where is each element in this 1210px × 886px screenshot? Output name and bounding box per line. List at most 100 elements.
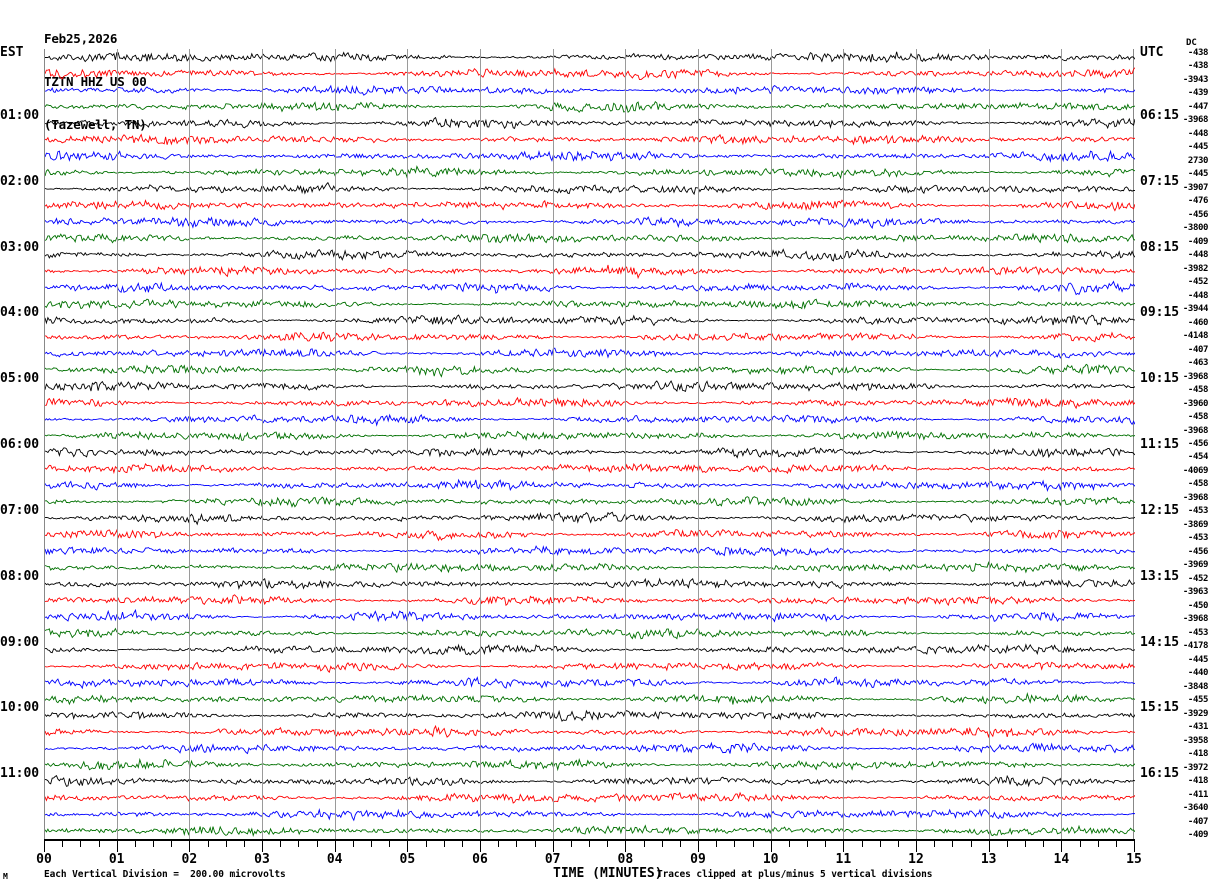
seismic-trace: [45, 463, 1135, 475]
x-tick-minor: [952, 839, 954, 847]
grid-line-minute-1: [116, 49, 118, 839]
dc-value: -445: [1187, 169, 1208, 180]
seismic-trace: [45, 314, 1135, 327]
dc-value: -418: [1187, 776, 1208, 787]
seismic-trace: [45, 133, 1135, 146]
seismic-trace: [45, 413, 1135, 427]
grid-line-minute-2: [189, 49, 191, 839]
x-label-09: 09: [690, 852, 706, 867]
dc-value: -4178: [1182, 641, 1208, 652]
grid-line-minute-7: [552, 49, 554, 839]
dc-value: -452: [1187, 573, 1208, 584]
grid-line-minute-8: [625, 49, 627, 839]
est-tick-1100: 11:00: [0, 766, 40, 782]
header-date: Feb25,2026: [44, 31, 118, 47]
dc-value: -453: [1187, 506, 1208, 517]
x-label-02: 02: [181, 852, 198, 867]
x-label-13: 13: [980, 852, 997, 867]
seismic-trace: [45, 216, 1135, 229]
est-tick-0900: 09:00: [0, 634, 40, 650]
x-tick-minor: [461, 839, 463, 847]
seismic-trace: [45, 741, 1135, 755]
utc-tick-0915: 09:15: [1140, 305, 1180, 321]
dc-value: -3972: [1182, 762, 1208, 773]
dc-value: -460: [1187, 317, 1208, 328]
seismic-trace: [45, 691, 1135, 706]
dc-value: -3944: [1182, 304, 1208, 315]
dc-value: -448: [1187, 250, 1208, 261]
dc-value: -448: [1187, 128, 1208, 139]
utc-tick-1615: 16:15: [1140, 766, 1180, 782]
dc-value: -455: [1187, 695, 1208, 706]
est-tick-0500: 05:00: [0, 371, 40, 387]
seismic-trace: [45, 661, 1135, 674]
utc-tick-1515: 15:15: [1140, 700, 1180, 716]
seismic-trace: [45, 774, 1135, 788]
x-tick-minor: [752, 839, 754, 847]
dc-value: -409: [1187, 236, 1208, 247]
seismic-trace: [45, 199, 1135, 212]
est-tick-0400: 04:00: [0, 305, 40, 321]
dc-value: -439: [1187, 88, 1208, 99]
axis-label-est: EST: [0, 45, 24, 60]
clip-note: Traces clipped at plus/minus 5 vertical …: [657, 869, 933, 880]
x-tick-minor: [225, 839, 227, 847]
x-axis-title: TIME (MINUTES): [553, 866, 663, 881]
seismic-trace: [45, 264, 1135, 280]
dc-value: -3943: [1182, 74, 1208, 85]
dc-value: -3968: [1182, 115, 1208, 126]
dc-value: -454: [1187, 452, 1208, 463]
seismic-trace: [45, 116, 1135, 130]
utc-tick-0615: 06:15: [1140, 107, 1180, 123]
x-tick-minor: [934, 839, 936, 847]
x-tick-minor: [1025, 839, 1026, 847]
x-tick-minor: [589, 839, 590, 847]
x-tick-minor: [716, 839, 718, 847]
x-tick-minor: [879, 839, 881, 847]
seismic-trace: [45, 248, 1135, 262]
est-tick-0200: 02:00: [0, 173, 40, 189]
dc-value: -445: [1187, 142, 1208, 153]
seismic-trace: [45, 51, 1135, 64]
dc-value: -3968: [1182, 371, 1208, 382]
x-label-00: 00: [36, 852, 52, 867]
dc-value: -3848: [1182, 681, 1208, 692]
dc-value: -438: [1187, 48, 1208, 58]
x-label-05: 05: [399, 852, 416, 867]
seismic-trace: [45, 396, 1135, 410]
x-tick-minor: [1079, 839, 1081, 847]
x-tick-minor: [897, 839, 899, 847]
x-tick-minor: [1097, 839, 1099, 847]
seismic-trace: [45, 181, 1135, 196]
seismic-trace: [45, 380, 1135, 393]
dc-value: -458: [1187, 385, 1208, 396]
x-tick-minor: [280, 839, 282, 847]
seismic-trace: [45, 100, 1135, 114]
dc-value: -447: [1187, 101, 1208, 112]
x-tick-major: [1061, 839, 1063, 852]
seismic-trace: [45, 643, 1135, 656]
x-tick-minor: [643, 839, 645, 847]
grid-line-minute-11: [843, 49, 845, 839]
x-tick-minor: [425, 839, 427, 847]
x-tick-minor: [570, 839, 572, 847]
x-tick-major: [916, 839, 917, 852]
dc-value: -3968: [1182, 425, 1208, 436]
dc-value: -3968: [1182, 614, 1208, 625]
dc-value: -453: [1187, 533, 1208, 544]
dc-value: -407: [1187, 816, 1208, 827]
dc-value: -3869: [1182, 519, 1208, 530]
dc-value: -3969: [1182, 560, 1208, 571]
grid-line-minute-14: [1061, 49, 1063, 839]
dc-value: -452: [1187, 277, 1208, 288]
dc-value: -4069: [1182, 465, 1208, 476]
est-tick-1000: 10:00: [0, 700, 40, 716]
x-label-10: 10: [762, 852, 779, 867]
x-label-03: 03: [254, 852, 270, 867]
x-label-04: 04: [326, 852, 343, 867]
dc-value: -445: [1187, 654, 1208, 665]
x-tick-minor: [516, 839, 518, 847]
est-tick-0100: 01:00: [0, 107, 40, 123]
dc-value: -476: [1187, 196, 1208, 207]
x-tick-major: [1134, 839, 1135, 852]
